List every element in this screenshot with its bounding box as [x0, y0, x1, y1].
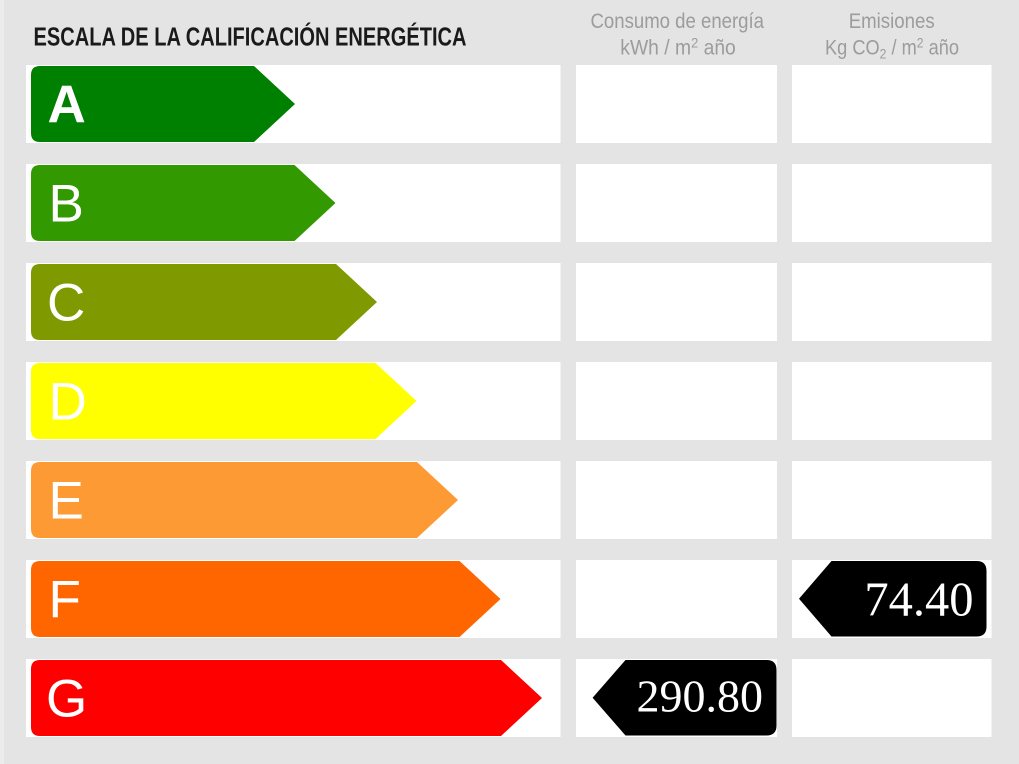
svg-text:C: C [47, 273, 85, 332]
svg-text:74.40: 74.40 [864, 574, 973, 627]
svg-text:ESCALA DE LA CALIFICACIÓN ENER: ESCALA DE LA CALIFICACIÓN ENERGÉTICA [34, 22, 467, 52]
svg-text:Consumo de energía: Consumo de energía [591, 10, 765, 33]
svg-text:290.80: 290.80 [637, 671, 764, 722]
svg-text:Kg CO2 / m2 año: Kg CO2 / m2 año [825, 34, 959, 61]
svg-text:E: E [49, 471, 84, 530]
svg-text:G: G [46, 669, 87, 728]
svg-text:F: F [49, 570, 81, 629]
svg-text:Emisiones: Emisiones [849, 10, 935, 33]
svg-text:B: B [49, 174, 84, 233]
svg-text:D: D [49, 372, 87, 431]
svg-text:A: A [48, 75, 86, 134]
svg-text:kWh / m2 año: kWh / m2 año [620, 34, 736, 59]
